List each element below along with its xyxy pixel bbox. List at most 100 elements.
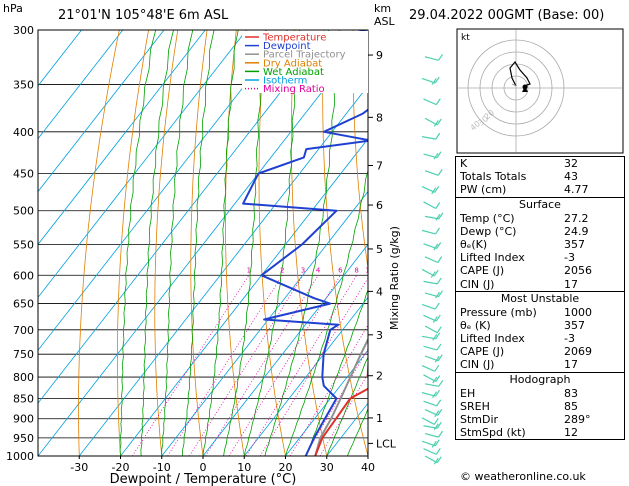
wind-barb-flag xyxy=(435,227,441,235)
wind-barb-staff xyxy=(421,417,435,425)
wind-barb-staff xyxy=(424,256,439,264)
isotherm xyxy=(38,30,165,193)
pressure-unit-label: hPa xyxy=(3,2,23,15)
x-tick-label: 30 xyxy=(320,461,334,474)
isotherm xyxy=(120,138,368,456)
isotherm xyxy=(38,30,330,404)
mixing-ratio-label: 4 xyxy=(316,266,321,274)
index-row: Pressure (mb) 1000 xyxy=(456,306,624,319)
wet-adiabat xyxy=(182,30,215,456)
parcel-trajectory-line xyxy=(314,337,368,456)
index-name: CAPE (J) xyxy=(460,264,505,278)
wind-barb-flag xyxy=(438,53,444,61)
pressure-tick-label: 450 xyxy=(13,167,34,180)
wind-barb-flag xyxy=(436,326,442,334)
wind-barb-flag xyxy=(434,302,440,310)
wind-barb-staff xyxy=(424,383,439,387)
wind-barb-flag xyxy=(436,277,442,285)
height-tick-label: 3 xyxy=(376,329,383,342)
dry-adiabat xyxy=(78,30,120,456)
axes: 3003504004505005506006507007508008509009… xyxy=(6,24,401,486)
mixing-ratio-line xyxy=(167,275,283,456)
x-tick-label: 40 xyxy=(361,461,375,474)
pressure-tick-label: 950 xyxy=(13,432,34,445)
wind-barb-flag xyxy=(434,364,440,372)
height-unit-label: km xyxy=(374,2,392,15)
hodograph-trace-light xyxy=(511,83,517,87)
wind-barb-flag xyxy=(434,185,440,193)
wind-barb-staff xyxy=(423,345,438,351)
mixing-ratio-label: 2 xyxy=(280,266,284,274)
pressure-tick-label: 1000 xyxy=(6,450,34,463)
plot-background: 1 2 3 4 6 8 10 1 6 20 2 5 xyxy=(38,30,374,456)
dry-adiabat xyxy=(225,30,245,456)
index-row: Dewp (°C) 24.9 xyxy=(456,225,624,238)
wind-barb-staff xyxy=(421,268,435,277)
wind-barb-flag xyxy=(437,354,443,362)
index-value: 12 xyxy=(564,426,578,440)
wind-barb-flag xyxy=(435,375,441,382)
height-unit-asl: ASL xyxy=(374,15,395,28)
legend-entry: Dry Adiabat xyxy=(263,58,322,69)
wind-barb-flag xyxy=(431,441,437,448)
index-row: Lifted Index -3 xyxy=(456,251,624,264)
pressure-tick-label: 900 xyxy=(13,413,34,426)
wind-barb-staff xyxy=(424,170,439,176)
wind-barb-flag xyxy=(433,120,439,127)
index-row: StmDir 289° xyxy=(456,413,624,426)
wind-barb-flag xyxy=(436,118,442,126)
wind-barb-staff xyxy=(424,432,439,438)
index-value: 2069 xyxy=(564,345,592,359)
index-value: 83 xyxy=(564,386,578,400)
height-tick-label: 5 xyxy=(376,243,383,256)
pressure-tick-label: 550 xyxy=(13,238,34,251)
hodograph-trace xyxy=(509,60,531,87)
index-name: CIN (J) xyxy=(460,277,495,291)
index-row: Lifted Index -3 xyxy=(456,332,624,345)
mixing-ratio-label: 10 xyxy=(365,266,374,274)
legend-entry: Wet Adiabat xyxy=(263,67,324,78)
x-tick-label: 0 xyxy=(200,461,207,474)
temperature-line xyxy=(314,354,368,456)
wind-barb-flag xyxy=(432,391,438,399)
wind-barb-staff xyxy=(424,325,438,334)
plot-profiles xyxy=(242,30,368,456)
height-tick-label: 6 xyxy=(376,199,383,212)
storm-motion-marker xyxy=(522,86,528,92)
index-name: SREH xyxy=(460,399,490,413)
pressure-tick-label: 700 xyxy=(13,324,34,337)
index-row: Totals Totals 43 xyxy=(456,170,624,183)
pressure-tick-label: 750 xyxy=(13,348,34,361)
index-name: CIN (J) xyxy=(460,358,495,372)
wind-barb-staff xyxy=(423,98,437,106)
wind-barb-flag xyxy=(435,98,441,105)
index-row: CAPE (J) 2069 xyxy=(456,345,624,358)
wind-barb-flag xyxy=(436,421,442,429)
wind-barb-flag xyxy=(432,316,438,323)
mixing-ratio-label: 1 xyxy=(247,266,251,274)
index-value: 27.2 xyxy=(564,211,589,225)
isotherm xyxy=(38,32,368,456)
wet-adiabat xyxy=(202,30,239,456)
isotherm xyxy=(285,349,368,456)
legend-entry: Temperature xyxy=(262,33,326,44)
isotherm xyxy=(78,85,368,456)
height-tick-label: 2 xyxy=(376,370,383,383)
wet-adiabat xyxy=(161,30,194,456)
index-value: 2056 xyxy=(564,264,592,278)
legend-entry: Parcel Trajectory xyxy=(263,50,346,61)
index-row: θₑ (K) 357 xyxy=(456,319,624,332)
wind-barb-staff xyxy=(424,409,439,416)
credit-label: © weatheronline.co.uk xyxy=(460,470,586,483)
mixing-ratio-line xyxy=(259,277,368,456)
wind-barb-flag xyxy=(436,456,442,464)
wet-adiabat xyxy=(305,288,368,456)
wind-barb-staff xyxy=(421,186,436,193)
wind-barb-staff xyxy=(421,303,436,310)
wind-barb-staff xyxy=(421,365,436,372)
wind-barb-staff xyxy=(424,117,438,126)
index-name: CAPE (J) xyxy=(460,345,505,359)
hodograph-title: Hodograph xyxy=(509,372,571,386)
index-name: Dewp (°C) xyxy=(460,224,517,238)
